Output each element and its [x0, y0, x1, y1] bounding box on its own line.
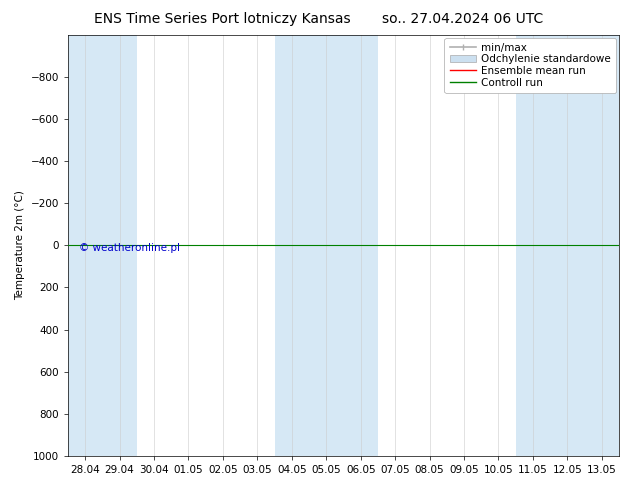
Bar [585, 35, 619, 456]
Bar [68, 35, 103, 456]
Bar [344, 35, 378, 456]
Text: ENS Time Series Port lotniczy Kansas: ENS Time Series Port lotniczy Kansas [94, 12, 350, 26]
Text: © weatheronline.pl: © weatheronline.pl [79, 243, 180, 253]
Bar [309, 35, 344, 456]
Bar [550, 35, 585, 456]
Bar [515, 35, 550, 456]
Bar [275, 35, 309, 456]
Y-axis label: Temperature 2m (°C): Temperature 2m (°C) [15, 190, 25, 300]
Legend: min/max, Odchylenie standardowe, Ensemble mean run, Controll run: min/max, Odchylenie standardowe, Ensembl… [444, 38, 616, 93]
Bar [103, 35, 137, 456]
Text: so.. 27.04.2024 06 UTC: so.. 27.04.2024 06 UTC [382, 12, 543, 26]
